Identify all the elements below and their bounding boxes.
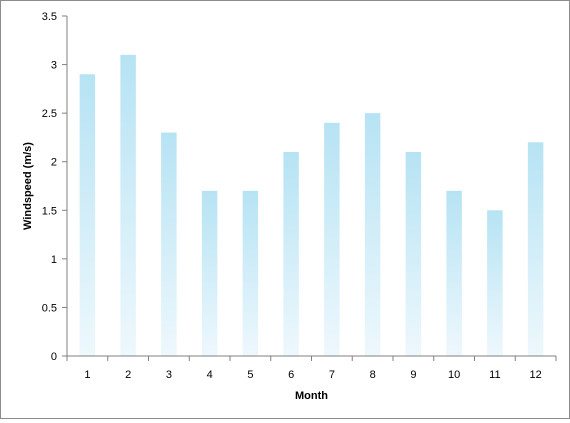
bar-month-5 <box>242 190 259 356</box>
x-tick-label: 6 <box>288 369 294 381</box>
x-tick-label: 2 <box>125 369 131 381</box>
y-tick-label: 2 <box>51 157 57 169</box>
x-tick-label: 12 <box>530 369 542 381</box>
y-tick-label: 0.5 <box>42 302 57 314</box>
x-tick-label: 9 <box>410 369 416 381</box>
y-tick-label: 2.5 <box>42 108 57 120</box>
x-tick-label: 1 <box>84 369 90 381</box>
bar-month-1 <box>79 74 96 356</box>
bar-month-8 <box>364 113 381 356</box>
x-tick-label: 10 <box>448 369 460 381</box>
x-axis-title: Month <box>295 390 328 402</box>
x-tick-label: 7 <box>329 369 335 381</box>
y-tick-label: 1 <box>51 254 57 266</box>
bar-month-9 <box>405 152 422 356</box>
bars-group <box>79 54 544 357</box>
x-tick-label: 11 <box>489 369 500 381</box>
bar-month-7 <box>324 122 340 356</box>
y-tick-label: 0 <box>51 351 57 363</box>
bar-month-10 <box>446 190 462 356</box>
x-tick-label: 5 <box>247 369 253 381</box>
ticks-group: 00.511.522.533.51 2 3 4 5 6 7 8 9 10 11 12 <box>42 11 557 381</box>
axes-group <box>66 16 556 357</box>
bar-month-6 <box>283 152 299 356</box>
bar-month-4 <box>201 190 218 356</box>
y-tick-label: 1.5 <box>42 205 57 217</box>
x-tick-label: 4 <box>207 369 213 381</box>
y-axis-title: Windspeed (m/s) <box>22 142 34 230</box>
bar-month-2 <box>120 54 136 357</box>
bar-month-11 <box>487 210 503 356</box>
y-tick-label: 3 <box>51 60 57 72</box>
x-tick-label: 3 <box>166 369 172 381</box>
bar-month-3 <box>161 132 177 356</box>
bar-month-12 <box>527 142 544 356</box>
x-tick-label: 8 <box>370 369 376 381</box>
y-tick-label: 3.5 <box>42 11 57 23</box>
